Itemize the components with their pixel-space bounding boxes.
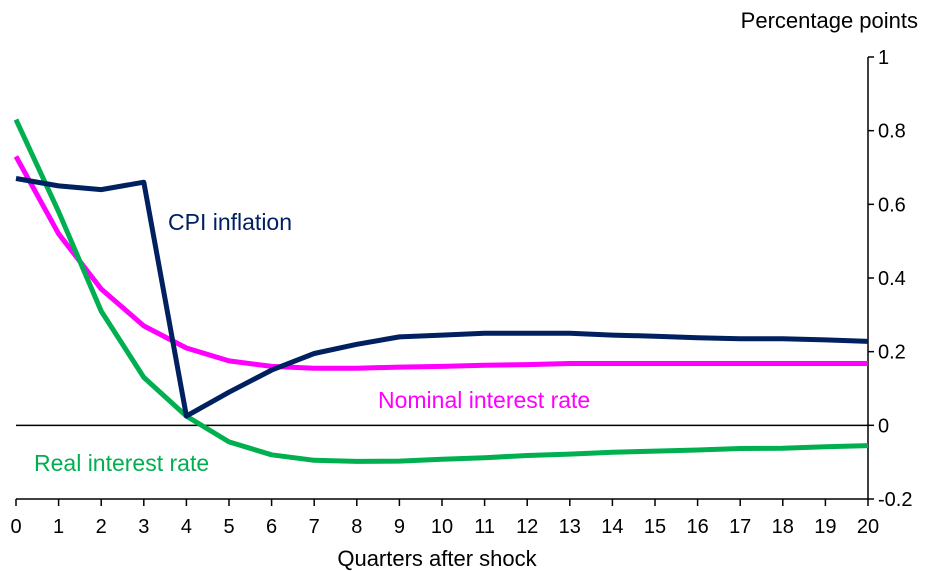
- series-label-nominal-interest-rate: Nominal interest rate: [378, 387, 590, 413]
- x-tick-label: 7: [309, 516, 320, 538]
- x-tick-label: 1: [53, 516, 64, 538]
- series-group: [13, 118, 869, 464]
- y-tick-label: 1: [878, 47, 889, 69]
- x-tick-label: 5: [223, 516, 234, 538]
- x-tick-label: 16: [686, 516, 708, 538]
- x-tick-label: 20: [857, 516, 879, 538]
- y-axis: -0.2 0 0.2 0.4 0.6 0.8 1: [868, 47, 912, 511]
- series-line-cpi-inflation: [15, 176, 869, 419]
- x-tick-label: 4: [181, 516, 192, 538]
- x-axis-title: Quarters after shock: [337, 546, 537, 571]
- series-label-real-interest-rate: Real interest rate: [34, 450, 209, 476]
- x-tick-label: 10: [431, 516, 453, 538]
- series-label-cpi-inflation: CPI inflation: [168, 209, 292, 235]
- x-tick-label: 6: [266, 516, 277, 538]
- x-tick-label: 17: [729, 516, 751, 538]
- unit-label: Percentage points: [741, 8, 918, 33]
- x-tick-label: 3: [138, 516, 149, 538]
- x-tick-label: 12: [516, 516, 538, 538]
- x-tick-label: 19: [814, 516, 836, 538]
- x-tick-label: 0: [10, 516, 21, 538]
- series-line-nominal-interest-rate: [13, 155, 868, 371]
- x-tick-label: 14: [601, 516, 623, 538]
- x-tick-label: 18: [772, 516, 794, 538]
- y-tick-label: 0.4: [878, 268, 906, 290]
- y-tick-label: 0: [878, 415, 889, 437]
- x-tick-label: 8: [351, 516, 362, 538]
- series-line-real-interest-rate: [13, 118, 869, 464]
- x-axis: 0 1 2 3 4 5 6 7 8 9 10 11 12 13 14 15 16 17 18 19 20: [10, 499, 879, 538]
- y-tick-label: 0.8: [878, 121, 906, 143]
- x-tick-label: 2: [96, 516, 107, 538]
- x-tick-label: 9: [394, 516, 405, 538]
- y-tick-label: 0.2: [878, 342, 906, 364]
- y-tick-label: -0.2: [878, 489, 912, 511]
- y-tick-label: 0.6: [878, 194, 906, 216]
- x-tick-label: 11: [474, 516, 495, 538]
- x-tick-label: 15: [644, 516, 666, 538]
- x-tick-label: 13: [559, 516, 581, 538]
